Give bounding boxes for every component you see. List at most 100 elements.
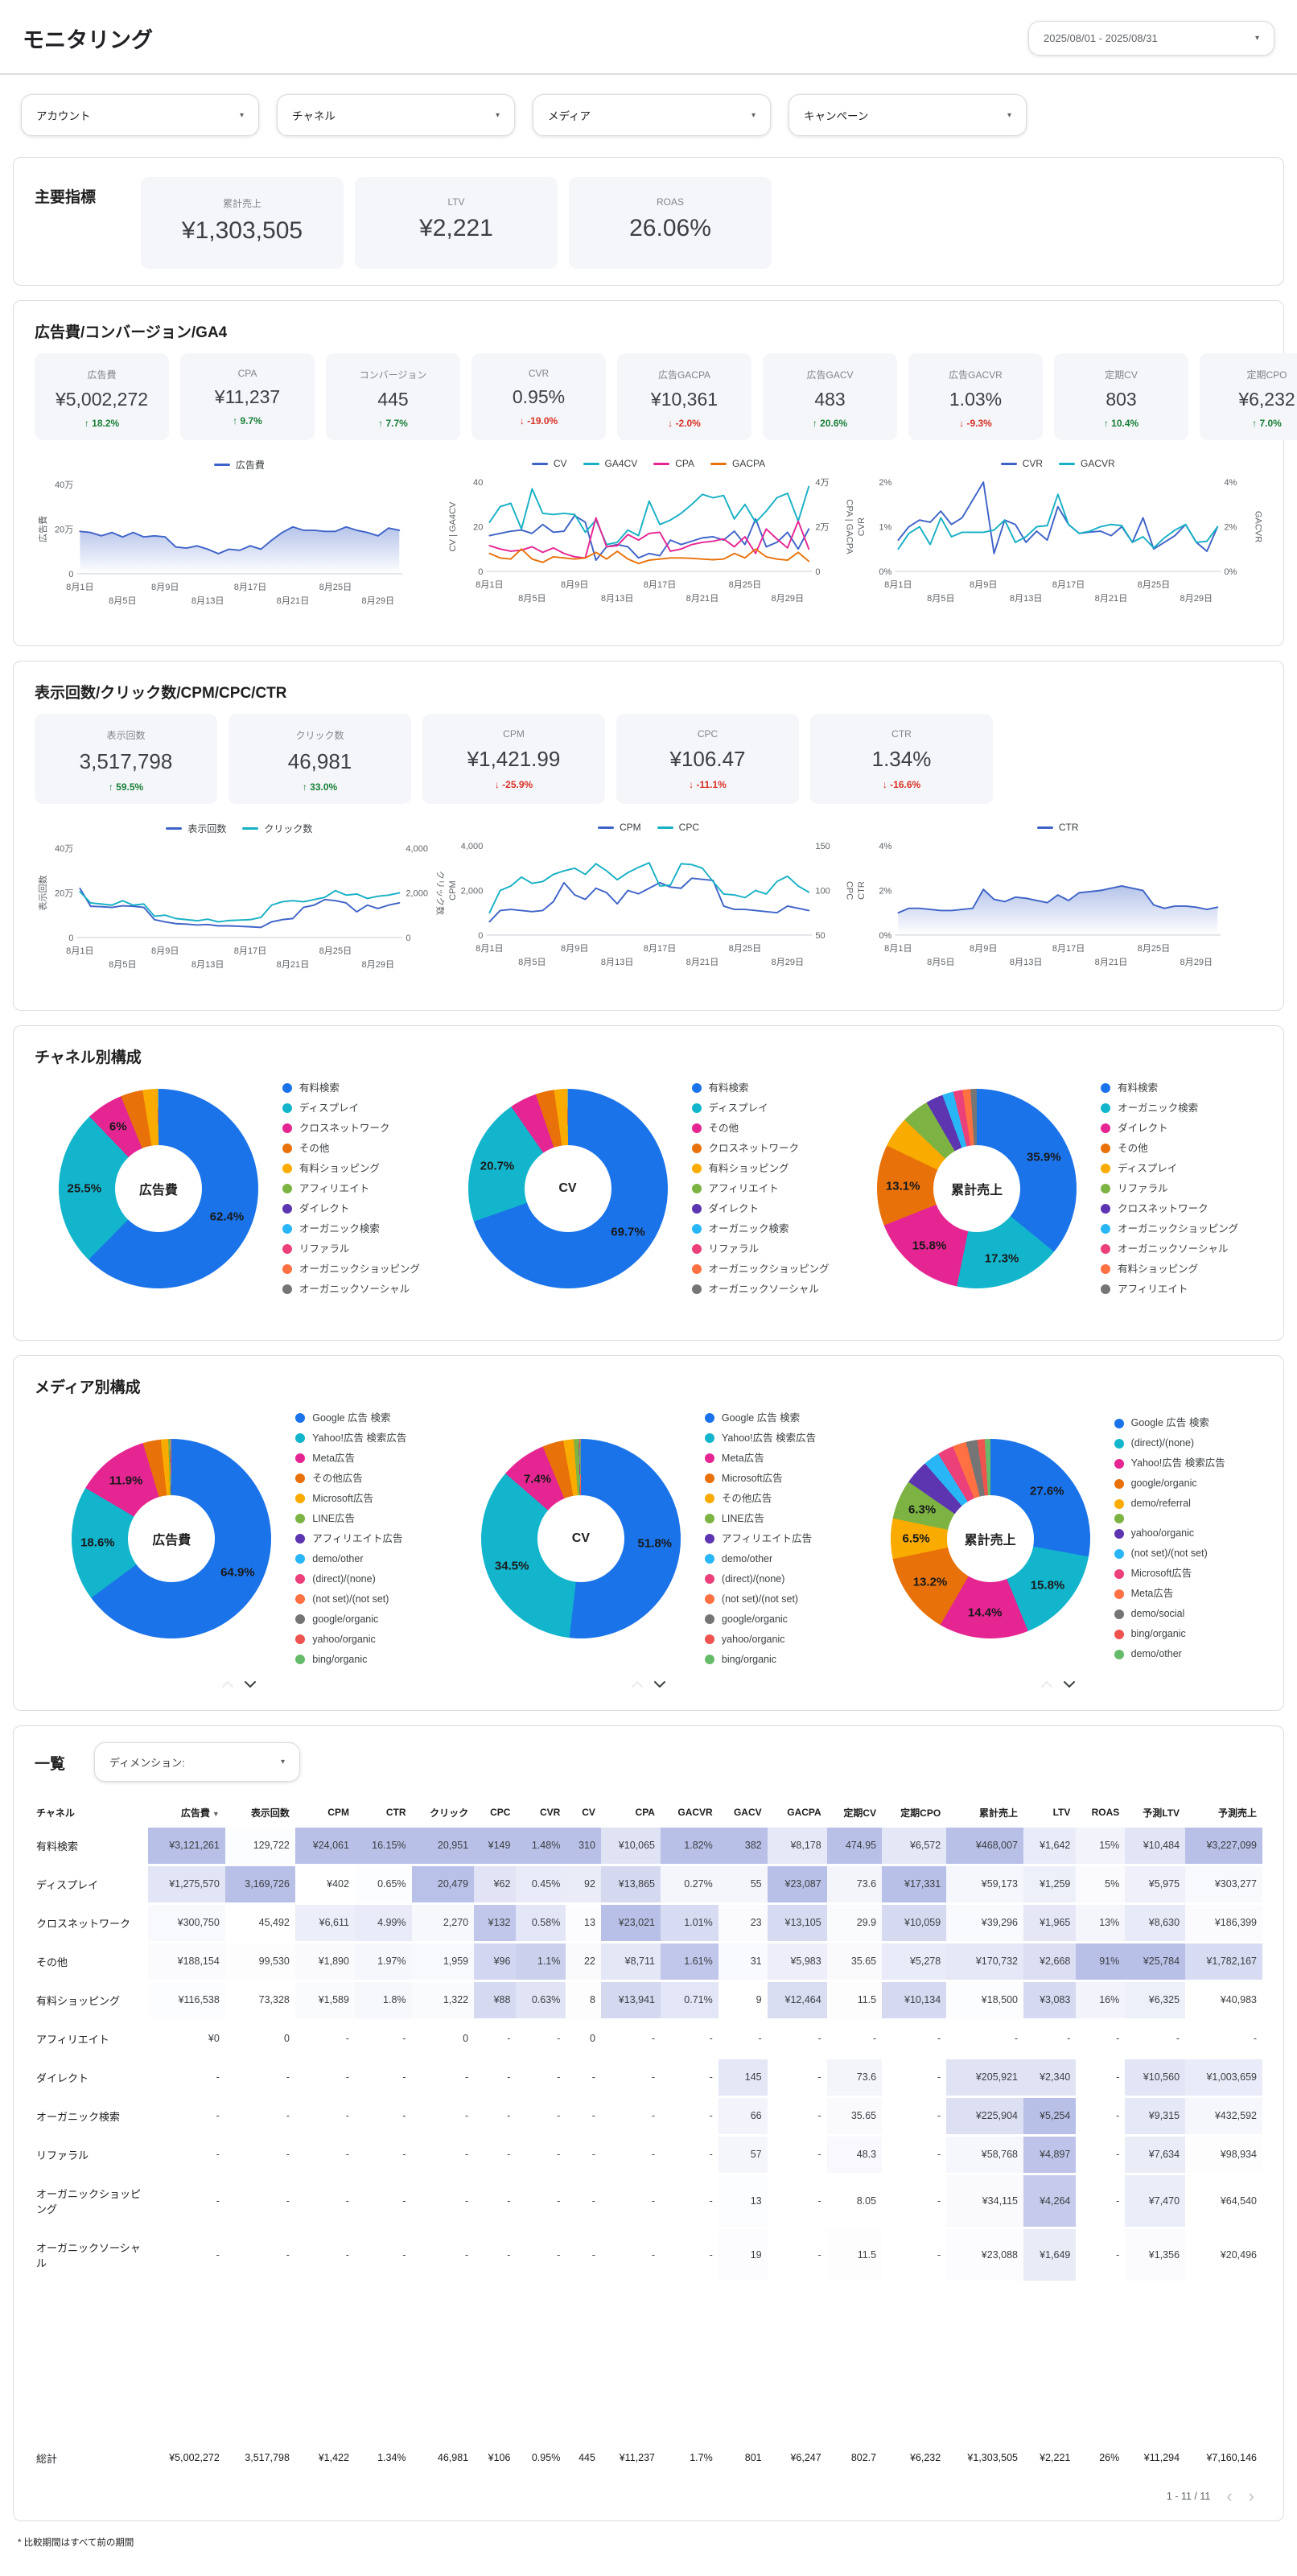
- cell: ¥98,934: [1185, 2135, 1262, 2175]
- cell: -: [474, 2135, 517, 2175]
- cell: ¥23,088: [946, 2228, 1023, 2283]
- cell: 0: [224, 2019, 295, 2059]
- svg-text:0: 0: [68, 934, 73, 943]
- cell: -: [148, 2174, 225, 2229]
- legend-item: yahoo/organic: [295, 1630, 406, 1650]
- column-header-LTV[interactable]: LTV: [1052, 1807, 1071, 1819]
- svg-text:8月21日: 8月21日: [686, 594, 718, 604]
- cell: ¥59,173: [946, 1865, 1023, 1905]
- column-header-GACPA[interactable]: GACPA: [787, 1807, 821, 1819]
- legend-item: クロスネットワーク: [691, 1139, 830, 1159]
- filter-dropdown-1[interactable]: アカウント ▾: [21, 94, 259, 136]
- column-header-GACV[interactable]: GACV: [733, 1807, 762, 1819]
- column-header-予測売上[interactable]: 予測売上: [1217, 1807, 1257, 1819]
- prev-page-button[interactable]: ‹: [1226, 2485, 1233, 2506]
- legend-item: CV: [531, 458, 567, 469]
- legend-dot: [282, 1244, 292, 1255]
- table-row: クロスネットワーク ¥300,750 45,492 ¥6,611 4.99% 2,270 ¥…: [35, 1903, 1262, 1943]
- cell: -: [354, 2135, 412, 2175]
- legend-label: google/organic: [312, 1613, 379, 1625]
- column-header-CTR[interactable]: CTR: [385, 1807, 406, 1819]
- date-range-picker[interactable]: 2025/08/01 - 2025/08/31 ▾: [1028, 21, 1274, 56]
- chevron-down-icon[interactable]: [244, 1678, 257, 1692]
- cell: 73,328: [224, 1980, 295, 2021]
- legend-item: google/organic: [295, 1609, 406, 1630]
- column-header-CV[interactable]: CV: [582, 1807, 595, 1819]
- column-header-定期CPO[interactable]: 定期CPO: [900, 1807, 941, 1819]
- media-composition-card: メディア別構成 広告費 64.9% 18.6% 11.9% Google 広告 検索 Ya…: [13, 1354, 1284, 1711]
- column-header-GACVR[interactable]: GACVR: [677, 1807, 713, 1819]
- legend-item: その他: [1101, 1139, 1238, 1159]
- column-header-CPC[interactable]: CPC: [490, 1807, 511, 1819]
- kpi-label: 広告費: [87, 369, 117, 381]
- legend-label: クロスネットワーク: [708, 1142, 800, 1154]
- cell: ¥7,634: [1125, 2135, 1186, 2175]
- cell: 310: [566, 1827, 601, 1866]
- cell: -: [1125, 2019, 1186, 2059]
- kpi-累計売上: 累計売上 ¥1,303,505: [141, 177, 344, 269]
- legend-pager: [221, 1678, 257, 1692]
- cell: 66: [718, 2096, 768, 2137]
- column-header-チャネル[interactable]: チャネル: [36, 1807, 75, 1819]
- cell: 1.97%: [354, 1942, 412, 1982]
- legend-label: アフィリエイト広告: [312, 1532, 403, 1544]
- cell: ¥402: [294, 1865, 355, 1905]
- cell: -: [354, 2019, 412, 2059]
- legend-label: Yahoo!広告 検索広告: [1130, 1457, 1225, 1469]
- kpi-value: ¥11,237: [214, 386, 281, 407]
- column-header-CPM[interactable]: CPM: [327, 1807, 349, 1819]
- row-label: ディスプレイ: [35, 1865, 148, 1905]
- header: モニタリング 2025/08/01 - 2025/08/31 ▾: [0, 0, 1297, 75]
- column-header-広告費[interactable]: 広告費 ▼: [180, 1807, 220, 1819]
- cell: -: [354, 2174, 412, 2229]
- totals-cell: 1.7%: [690, 2452, 713, 2464]
- filter-dropdown-4[interactable]: キャンペーン ▾: [788, 94, 1027, 136]
- cell: -: [660, 2228, 718, 2283]
- filter-dropdown-3[interactable]: メディア ▾: [533, 94, 771, 136]
- cell: ¥40,983: [1185, 1980, 1262, 2021]
- chevron-up-icon[interactable]: [221, 1678, 234, 1692]
- column-header-CVR[interactable]: CVR: [539, 1807, 561, 1819]
- filter-dropdown-2[interactable]: チャネル ▾: [277, 94, 515, 136]
- chevron-down-icon[interactable]: [1063, 1678, 1076, 1692]
- svg-text:0: 0: [68, 570, 73, 579]
- column-header-クリック[interactable]: クリック: [430, 1807, 469, 1819]
- legend-label: Microsoft広告: [312, 1492, 373, 1504]
- svg-text:100: 100: [815, 887, 830, 896]
- legend-item: (not set)/(not set): [704, 1589, 816, 1609]
- legend-label: bing/organic: [721, 1653, 777, 1665]
- dimension-select[interactable]: ディメンション: ▾: [94, 1741, 301, 1782]
- donut-slice-label: 20.7%: [480, 1159, 515, 1173]
- chevron-down-icon[interactable]: [653, 1678, 666, 1692]
- chevron-up-icon[interactable]: [1040, 1678, 1053, 1692]
- svg-text:8月13日: 8月13日: [191, 961, 224, 971]
- column-header-CPA[interactable]: CPA: [635, 1807, 655, 1819]
- cell: ¥7,470: [1125, 2174, 1186, 2229]
- cell: -: [411, 2174, 475, 2229]
- next-page-button[interactable]: ›: [1248, 2485, 1254, 2506]
- column-header-累計売上[interactable]: 累計売上: [978, 1807, 1018, 1819]
- legend-dot: [295, 1494, 306, 1504]
- column-header-ROAS[interactable]: ROAS: [1091, 1807, 1120, 1819]
- legend-label: demo/other: [312, 1552, 364, 1564]
- cell: -: [148, 2096, 225, 2137]
- column-header-定期CV[interactable]: 定期CV: [843, 1807, 877, 1819]
- legend-dot: [704, 1574, 714, 1585]
- cell: ¥10,484: [1125, 1827, 1186, 1866]
- cell: -: [411, 2058, 475, 2098]
- column-header-表示回数[interactable]: 表示回数: [250, 1807, 290, 1819]
- legend-label: オーガニック検索: [708, 1222, 789, 1234]
- cell: -: [516, 2096, 566, 2137]
- cell: ¥88: [474, 1980, 517, 2021]
- kpi-コンバージョン: コンバージョン 445 ↑ 7.7%: [326, 353, 460, 440]
- legend-item: その他: [282, 1139, 420, 1159]
- pagination-label: 1 - 11 / 11: [1166, 2490, 1211, 2502]
- chevron-up-icon[interactable]: [631, 1678, 644, 1692]
- legend-item: リファラル: [691, 1239, 830, 1259]
- cell: ¥2,340: [1023, 2058, 1077, 2098]
- svg-text:8月29日: 8月29日: [362, 596, 395, 606]
- column-header-予測LTV[interactable]: 予測LTV: [1143, 1807, 1180, 1819]
- cell: 55: [718, 1865, 768, 1905]
- svg-text:8月13日: 8月13日: [1010, 958, 1043, 968]
